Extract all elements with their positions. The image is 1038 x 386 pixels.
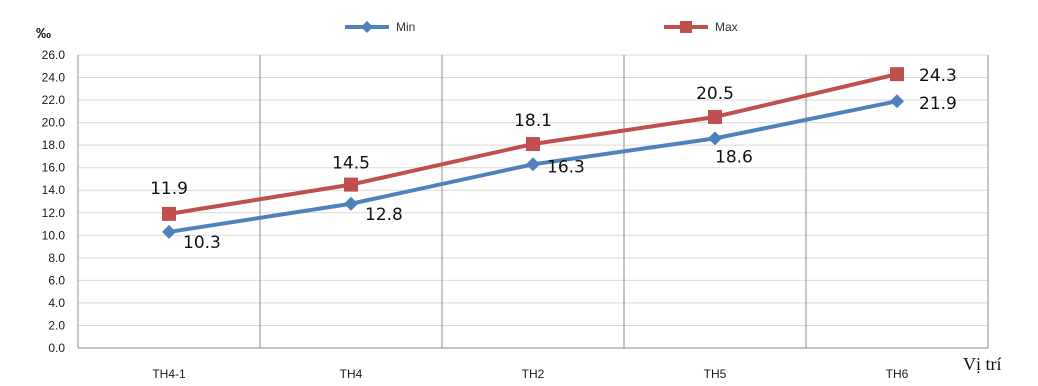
- y-tick-label: 2.0: [48, 318, 65, 332]
- y-axis-unit-label: ‰: [36, 25, 51, 42]
- legend: Min Max: [345, 20, 738, 34]
- x-tick-label: TH6: [886, 367, 909, 381]
- min-point-marker: [162, 224, 176, 239]
- max-point-marker: [162, 206, 176, 221]
- legend-min-marker: [361, 21, 373, 33]
- x-axis-title: Vị trí: [963, 354, 1002, 374]
- data-labels: 10.3 12.8 16.3 18.6 21.9 11.9 14.5 18.1 20.5 24.3: [150, 66, 957, 253]
- max-data-label: 20.5: [696, 84, 734, 104]
- max-point-marker: [526, 137, 540, 152]
- min-data-label: 12.8: [365, 205, 403, 225]
- series-lines: [162, 67, 904, 239]
- min-data-label: 16.3: [547, 157, 585, 177]
- min-point-marker: [890, 94, 904, 109]
- x-tick-label: TH4: [340, 367, 363, 381]
- max-data-label: 18.1: [514, 111, 552, 131]
- y-tick-label: 22.0: [42, 93, 66, 107]
- y-tick-label: 26.0: [42, 48, 66, 62]
- legend-max-marker: [680, 21, 692, 33]
- y-tick-label: 16.0: [42, 161, 66, 175]
- min-data-label: 21.9: [919, 94, 957, 114]
- y-tick-label: 12.0: [42, 206, 66, 220]
- min-point-marker: [344, 196, 358, 211]
- max-point-marker: [890, 67, 904, 82]
- y-tick-label: 8.0: [48, 251, 65, 265]
- y-tick-labels: 0.0 2.0 4.0 6.0 8.0 10.0 12.0 14.0 16.0 18.0 20.0 2…: [42, 48, 66, 355]
- min-data-label: 18.6: [715, 147, 753, 167]
- legend-label: Min: [396, 20, 415, 34]
- x-tick-labels: TH4-1 TH4 TH2 TH5 TH6: [152, 367, 908, 381]
- min-point-marker: [708, 131, 722, 146]
- min-point-marker: [526, 157, 540, 172]
- y-tick-label: 14.0: [42, 183, 66, 197]
- y-tick-label: 10.0: [42, 228, 66, 242]
- x-tick-label: TH5: [704, 367, 727, 381]
- y-tick-label: 4.0: [48, 296, 65, 310]
- grid-lines: [78, 54, 989, 348]
- y-tick-label: 6.0: [48, 273, 65, 287]
- y-tick-label: 0.0: [48, 341, 65, 355]
- legend-label: Max: [715, 20, 738, 34]
- max-point-marker: [708, 109, 722, 124]
- max-data-label: 14.5: [332, 154, 370, 174]
- min-data-label: 10.3: [183, 233, 221, 253]
- x-tick-label: TH2: [522, 367, 545, 381]
- y-tick-label: 20.0: [42, 116, 66, 130]
- axes: [77, 55, 988, 349]
- x-tick-label: TH4-1: [152, 367, 186, 381]
- max-data-label: 11.9: [150, 179, 188, 199]
- max-data-label: 24.3: [919, 66, 957, 86]
- y-tick-label: 18.0: [42, 138, 66, 152]
- y-tick-label: 24.0: [42, 71, 66, 85]
- max-point-marker: [344, 177, 358, 192]
